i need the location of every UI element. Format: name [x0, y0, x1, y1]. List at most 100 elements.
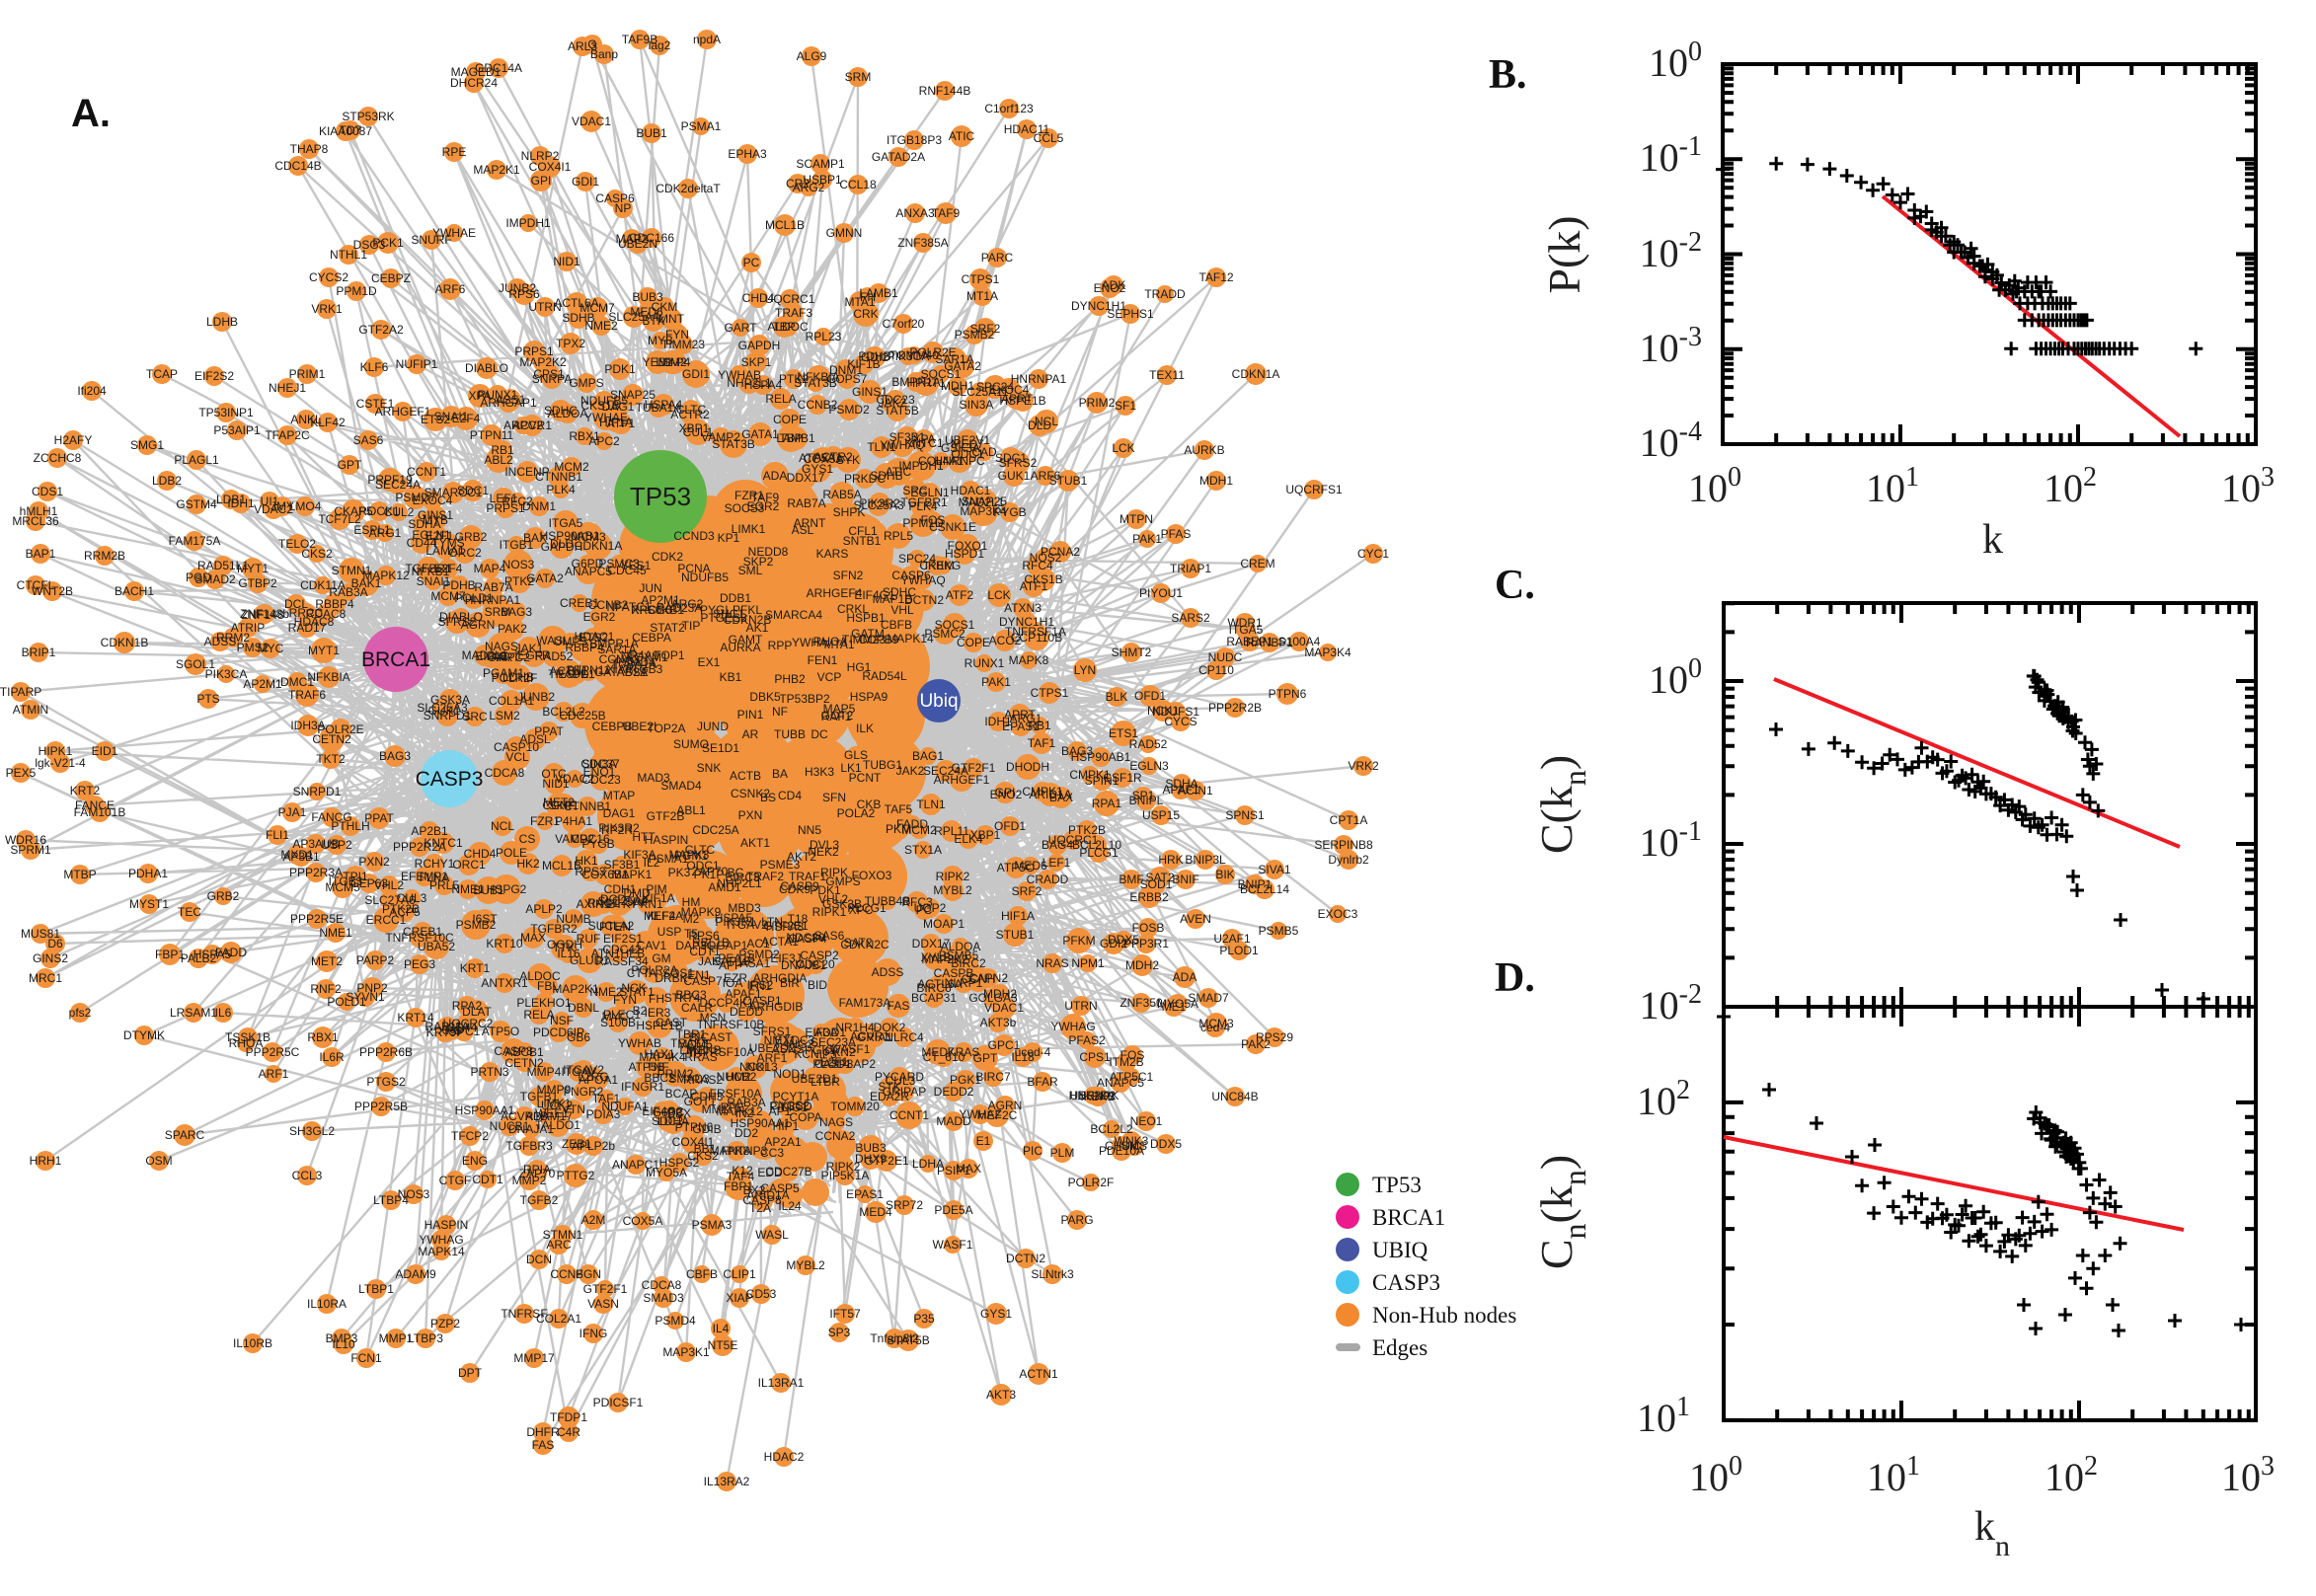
svg-text:HDAC1: HDAC1 [951, 484, 991, 497]
svg-text:MYT1: MYT1 [308, 644, 340, 657]
svg-text:DHODH: DHODH [1006, 760, 1049, 774]
svg-text:BRCA1: BRCA1 [361, 648, 430, 671]
svg-text:EID1: EID1 [92, 744, 118, 758]
svg-text:C1orf123: C1orf123 [984, 102, 1034, 115]
svg-text:CPS1: CPS1 [1079, 1050, 1111, 1064]
svg-text:ADA: ADA [763, 469, 788, 483]
svg-text:MAX: MAX [956, 1162, 981, 1176]
svg-text:PAK1: PAK1 [1132, 532, 1162, 546]
svg-text:PEG3: PEG3 [404, 957, 435, 971]
svg-text:MED4: MED4 [859, 1205, 892, 1219]
svg-text:CPS1: CPS1 [533, 367, 565, 381]
svg-text:HTT: HTT [632, 830, 656, 844]
svg-text:VCP: VCP [817, 670, 842, 684]
svg-text:PK1P: PK1P [694, 868, 725, 881]
svg-text:ITGA5: ITGA5 [549, 516, 583, 530]
svg-text:SP1: SP1 [1132, 789, 1155, 802]
svg-text:CCNH: CCNH [962, 972, 996, 986]
svg-text:LCK: LCK [1112, 441, 1134, 455]
svg-text:CASP4: CASP4 [788, 932, 827, 946]
svg-text:ARHGEF4: ARHGEF4 [807, 586, 863, 600]
svg-text:PIK3R2: PIK3R2 [859, 496, 900, 510]
svg-text:CDC23: CDC23 [876, 393, 915, 407]
svg-text:LIMK1: LIMK1 [537, 1097, 572, 1110]
svg-text:YWHAG: YWHAG [419, 1233, 463, 1247]
svg-text:SIN3A: SIN3A [960, 398, 994, 412]
svg-text:BS: BS [760, 791, 776, 804]
svg-text:TEC: TEC [178, 905, 201, 919]
svg-text:APC2: APC2 [588, 434, 620, 448]
svg-text:CMPK1: CMPK1 [1069, 768, 1111, 782]
svg-text:RPP: RPP [768, 639, 793, 652]
svg-text:NLRC4: NLRC4 [885, 1030, 924, 1044]
svg-text:DCN: DCN [526, 1253, 552, 1266]
svg-text:SF1: SF1 [1115, 399, 1136, 413]
svg-text:BB1: BB1 [694, 1142, 717, 1156]
svg-text:PHB2: PHB2 [774, 672, 806, 686]
svg-text:LTBP3: LTBP3 [408, 1331, 443, 1345]
svg-text:D6: D6 [47, 937, 63, 950]
svg-text:ABL1: ABL1 [676, 803, 706, 817]
svg-text:FRSF10A: FRSF10A [710, 1087, 762, 1101]
svg-text:TCAP: TCAP [146, 367, 178, 381]
svg-text:C7orf20: C7orf20 [883, 317, 925, 331]
svg-text:ADSS: ADSS [872, 965, 904, 979]
svg-text:SCAMP1: SCAMP1 [796, 157, 845, 171]
svg-text:DHFR: DHFR [526, 1425, 560, 1439]
svg-text:MYB: MYB [648, 334, 673, 347]
svg-text:NOL3: NOL3 [746, 1060, 778, 1074]
svg-text:NUDC: NUDC [1208, 650, 1243, 664]
svg-text:SDHC: SDHC [544, 404, 578, 418]
svg-text:SLNtrk3: SLNtrk3 [1031, 1267, 1074, 1281]
svg-text:RAD52: RAD52 [1129, 737, 1168, 751]
svg-text:A2M: A2M [581, 1213, 606, 1227]
svg-text:NME1: NME1 [319, 926, 352, 940]
svg-text:PARP2: PARP2 [356, 953, 395, 967]
svg-text:SMAD3: SMAD3 [643, 1291, 684, 1305]
svg-text:PPP2R6B: PPP2R6B [359, 1045, 413, 1059]
svg-text:ELK4: ELK4 [954, 832, 983, 846]
svg-text:K12: K12 [732, 1164, 753, 1178]
svg-text:MYC: MYC [258, 642, 284, 655]
svg-text:lgk-V21-4: lgk-V21-4 [35, 756, 86, 770]
svg-text:PPP2R2B: PPP2R2B [1208, 701, 1262, 715]
svg-text:IRS2: IRS2 [747, 978, 774, 992]
svg-text:CCL5: CCL5 [1034, 131, 1064, 145]
svg-text:DAG1: DAG1 [602, 400, 635, 414]
svg-text:THAP8: THAP8 [290, 142, 329, 156]
svg-text:NOS3: NOS3 [502, 558, 535, 571]
svg-text:PFKL: PFKL [733, 603, 762, 617]
svg-text:MYBL2: MYBL2 [786, 1258, 825, 1272]
svg-text:BCAP31: BCAP31 [911, 991, 957, 1005]
svg-text:HIF1A: HIF1A [599, 416, 633, 429]
svg-text:CTGF: CTGF [439, 1174, 472, 1187]
svg-text:HAX1: HAX1 [644, 1047, 675, 1061]
svg-text:pfs2: pfs2 [69, 1006, 92, 1020]
svg-text:ITGB1: ITGB1 [500, 538, 534, 552]
svg-text:D.: D. [1495, 955, 1535, 1001]
svg-text:CUL3: CUL3 [886, 1074, 916, 1088]
svg-text:P35: P35 [913, 1312, 935, 1326]
svg-text:AP2M1: AP2M1 [243, 677, 282, 691]
svg-text:OSM: OSM [145, 1154, 172, 1168]
svg-text:P53AIP1: P53AIP1 [213, 423, 261, 437]
svg-text:PTTG2: PTTG2 [557, 1169, 595, 1182]
svg-text:MDH1: MDH1 [1199, 474, 1233, 488]
svg-text:GAPDH: GAPDH [738, 339, 781, 352]
svg-text:RASSF34: RASSF34 [595, 954, 649, 968]
svg-text:LMO4: LMO4 [289, 499, 322, 513]
svg-text:NHEJ1: NHEJ1 [269, 381, 306, 395]
svg-text:SNAI1: SNAI1 [434, 410, 469, 423]
svg-text:AKT3b: AKT3b [980, 1016, 1017, 1029]
svg-text:CYCS2: CYCS2 [309, 270, 348, 284]
svg-text:PLM: PLM [1050, 1146, 1075, 1160]
svg-text:IQGAP1: IQGAP1 [704, 939, 748, 952]
svg-text:PDK1: PDK1 [604, 362, 636, 376]
svg-text:RPL5: RPL5 [884, 529, 913, 543]
svg-text:BUB3: BUB3 [632, 290, 663, 304]
svg-text:k: k [1982, 517, 2003, 563]
svg-text:BCL2L14: BCL2L14 [1240, 882, 1289, 896]
svg-text:IDH1: IDH1 [227, 496, 255, 510]
svg-text:GDI2: GDI2 [1100, 937, 1127, 950]
svg-text:PDE5A: PDE5A [934, 1203, 972, 1217]
